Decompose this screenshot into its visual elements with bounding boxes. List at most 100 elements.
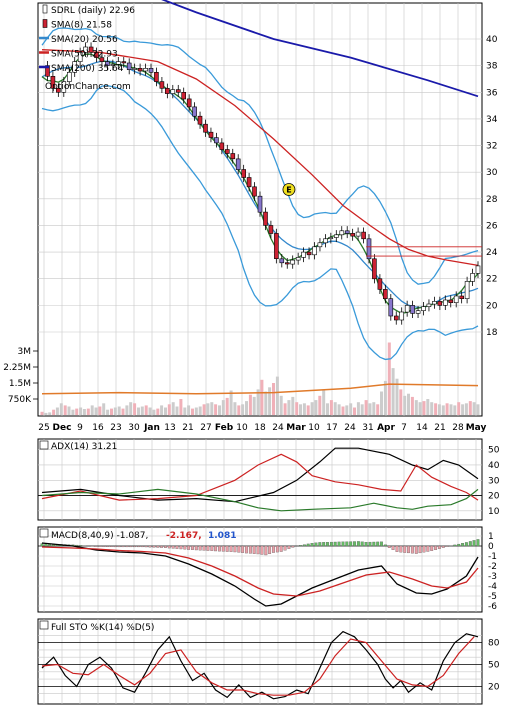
candle-body — [159, 81, 165, 89]
candle-body — [459, 295, 465, 300]
macd-histogram-bar — [426, 545, 430, 552]
volume-bar — [121, 408, 125, 415]
candle-body — [464, 281, 470, 299]
volume-bar — [152, 409, 156, 415]
macd-histogram-bar — [113, 545, 117, 548]
macd-histogram-bar — [333, 541, 337, 547]
x-axis-label: Apr — [377, 423, 395, 433]
volume-bar — [183, 407, 187, 415]
macd-histogram-bar — [345, 541, 349, 547]
candle-body — [421, 306, 426, 312]
candle-body — [290, 259, 296, 265]
macd-histogram-bar — [117, 545, 121, 548]
candle-body — [241, 169, 246, 178]
volume-bar — [353, 407, 356, 415]
macd-histogram-bar — [422, 545, 426, 553]
price-y-tick: 26 — [486, 221, 498, 231]
macd-histogram-bar — [299, 545, 302, 547]
macd-grid — [43, 527, 477, 612]
volume-bar — [210, 402, 214, 415]
candle-body — [154, 72, 159, 82]
price-y-tick: 34 — [486, 115, 498, 125]
volume-bar — [214, 404, 218, 415]
candle-body — [442, 299, 448, 306]
macd-histogram-bar — [175, 545, 179, 549]
volume-bar — [302, 403, 306, 415]
macd-histogram-bar — [383, 544, 387, 547]
volume-bar — [299, 404, 302, 415]
candle-body — [279, 258, 285, 264]
volume-bar — [206, 403, 210, 415]
macd-y-tick: -6 — [488, 602, 497, 612]
legend-item: SMA(50) 22.93 — [51, 50, 118, 60]
price-y-tick: 30 — [486, 168, 498, 178]
candle-body — [317, 242, 323, 248]
macd-histogram-bar — [430, 545, 434, 551]
macd-histogram-bar — [441, 545, 445, 548]
x-axis-label: 9 — [77, 423, 83, 433]
macd-histogram-bar — [376, 541, 380, 547]
x-axis-label: 31 — [362, 423, 373, 433]
macd-histogram-bar — [241, 545, 245, 553]
macd-histogram-bar — [472, 540, 476, 547]
candle-icon — [39, 528, 49, 538]
candle-body — [137, 68, 143, 72]
macd-histogram-bar — [164, 545, 167, 548]
x-axis-label: 21 — [182, 423, 193, 433]
volume-bar — [295, 402, 299, 415]
macd-histogram-bar — [318, 542, 322, 547]
candle-body — [344, 230, 350, 234]
volume-bar — [318, 395, 322, 415]
volume-bar — [55, 407, 59, 415]
macd-histogram-bar — [353, 541, 356, 547]
volume-bar — [464, 403, 468, 415]
candle-body — [252, 186, 257, 197]
volume-bar — [283, 403, 287, 415]
candle-body — [361, 231, 366, 240]
volume-bar — [395, 378, 399, 415]
volume-bar — [349, 403, 353, 415]
candle-body — [83, 46, 88, 53]
candle-body — [203, 123, 208, 133]
macd-histogram-bar — [322, 542, 326, 547]
candle-body — [475, 265, 481, 274]
candle-body — [116, 61, 121, 65]
volume-bar — [179, 399, 183, 415]
candle-body — [453, 295, 459, 303]
volume-bar — [372, 402, 376, 415]
macd-histogram-bar — [237, 545, 241, 553]
macd-value-label: -2.167, — [166, 531, 202, 541]
volume-bar — [187, 405, 191, 415]
volume-bar — [360, 404, 364, 415]
candle-body — [382, 289, 388, 299]
candle-body — [410, 305, 415, 314]
macd-histogram-bar — [102, 545, 106, 547]
macd-histogram-bar — [407, 545, 410, 554]
candle-body — [274, 233, 279, 259]
volume-bar — [82, 409, 86, 415]
macd-histogram-bar — [302, 544, 306, 547]
candle-body — [67, 72, 72, 82]
stochastic-y-tick: 50 — [488, 661, 500, 671]
legend-item: SDRL (daily) 22.96 — [51, 6, 135, 16]
candle-body — [94, 51, 99, 58]
price-y-tick: 18 — [486, 328, 498, 338]
candle-body — [372, 258, 377, 280]
candle-body — [170, 89, 176, 94]
price-y-tick: 22 — [486, 275, 497, 285]
macd-histogram-bar — [434, 545, 438, 550]
volume-bar — [407, 393, 410, 415]
macd-histogram-bar — [364, 542, 368, 547]
macd-histogram-bar — [457, 543, 461, 547]
adx-y-tick: 10 — [488, 507, 500, 517]
volume-bar — [380, 391, 383, 415]
candle-body — [55, 88, 61, 93]
volume-bar — [476, 404, 480, 415]
macd-histogram-bar — [414, 545, 418, 554]
volume-bar — [434, 403, 438, 415]
volume-bar — [279, 395, 283, 415]
adx-grid — [43, 439, 477, 520]
macd-histogram-bar — [156, 545, 160, 548]
stochastic-grid — [43, 619, 477, 704]
